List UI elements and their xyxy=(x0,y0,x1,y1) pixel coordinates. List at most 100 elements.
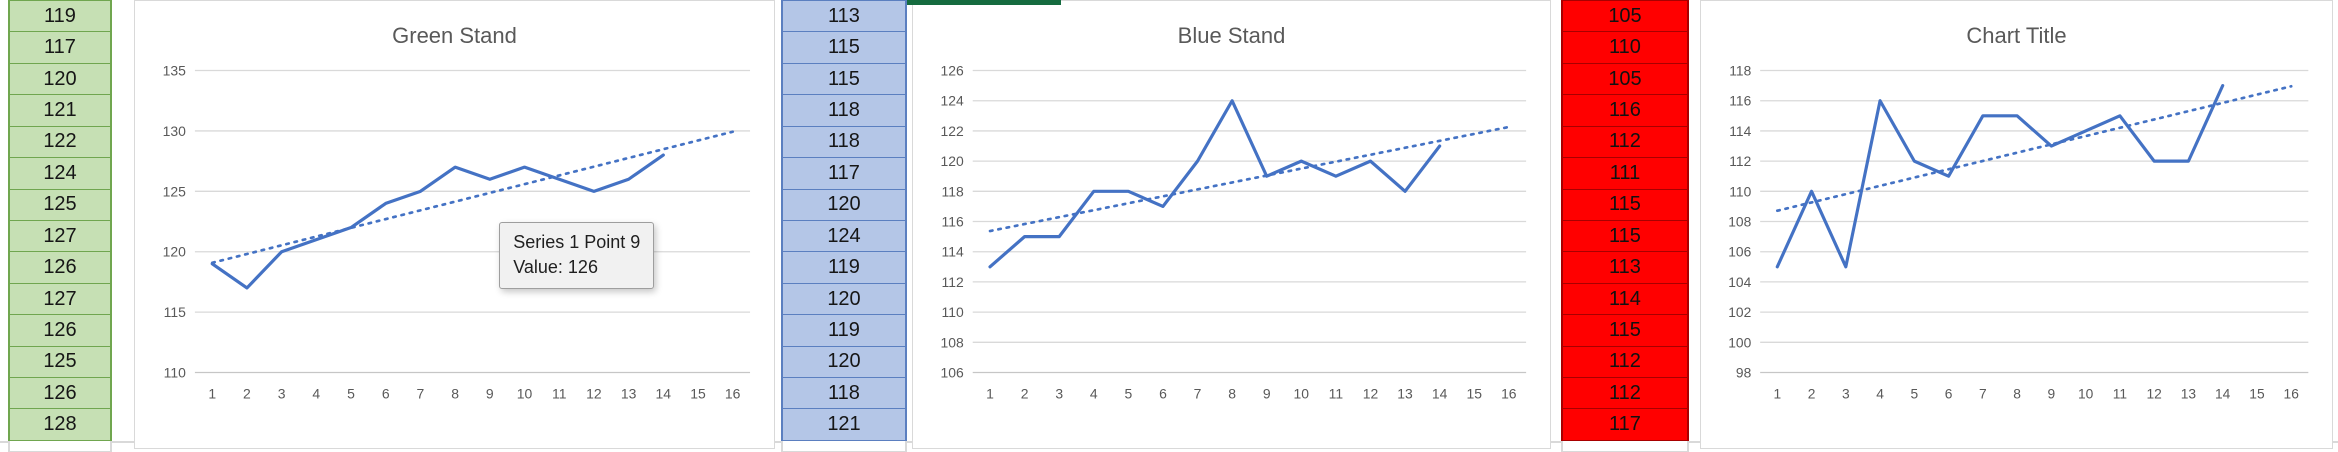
svg-text:1: 1 xyxy=(208,385,216,401)
svg-text:4: 4 xyxy=(1090,385,1098,401)
svg-text:6: 6 xyxy=(1945,385,1953,401)
spreadsheet-cell[interactable]: 125 xyxy=(8,346,112,379)
svg-text:7: 7 xyxy=(1194,385,1202,401)
svg-text:126: 126 xyxy=(941,63,964,79)
spreadsheet-cell[interactable]: 105 xyxy=(1561,63,1689,96)
spreadsheet-cell[interactable]: 116 xyxy=(1561,95,1689,127)
spreadsheet-cell[interactable]: 115 xyxy=(1561,220,1689,253)
spreadsheet-cell[interactable]: 127 xyxy=(8,283,112,316)
svg-text:1: 1 xyxy=(986,385,994,401)
chart-green-stand[interactable]: Green Stand 110 115 120 125 130 135 1 2 3 4 5 6 7 8 9 1… xyxy=(134,0,775,449)
svg-text:9: 9 xyxy=(486,385,494,401)
svg-text:2: 2 xyxy=(1808,385,1816,401)
svg-text:7: 7 xyxy=(1979,385,1987,401)
chart-tooltip: Series 1 Point 9 Value: 126 xyxy=(499,222,655,289)
spreadsheet-cell-empty[interactable] xyxy=(781,440,907,452)
svg-text:10: 10 xyxy=(2078,385,2094,401)
svg-text:13: 13 xyxy=(621,385,637,401)
spreadsheet-cell[interactable]: 114 xyxy=(1561,283,1689,316)
svg-text:7: 7 xyxy=(417,385,425,401)
svg-text:11: 11 xyxy=(552,385,567,401)
spreadsheet-cell[interactable]: 117 xyxy=(8,32,112,64)
svg-text:108: 108 xyxy=(1728,213,1751,229)
spreadsheet-cell[interactable]: 126 xyxy=(8,378,112,410)
spreadsheet-cell[interactable]: 112 xyxy=(1561,346,1689,379)
spreadsheet-cell[interactable]: 110 xyxy=(1561,32,1689,64)
svg-text:135: 135 xyxy=(163,63,187,79)
svg-text:14: 14 xyxy=(656,385,672,401)
spreadsheet-cell[interactable]: 124 xyxy=(8,158,112,190)
svg-text:16: 16 xyxy=(725,385,741,401)
spreadsheet-cell[interactable]: 122 xyxy=(8,126,112,159)
spreadsheet-cell[interactable]: 117 xyxy=(781,158,907,190)
spreadsheet-cell[interactable]: 112 xyxy=(1561,378,1689,410)
spreadsheet-cell[interactable]: 118 xyxy=(781,95,907,127)
svg-text:114: 114 xyxy=(1729,123,1751,139)
spreadsheet-cell[interactable]: 120 xyxy=(781,346,907,379)
svg-text:8: 8 xyxy=(451,385,459,401)
selection-accent-strip xyxy=(907,0,1061,5)
spreadsheet-cell[interactable]: 119 xyxy=(781,315,907,347)
spreadsheet-cell[interactable]: 105 xyxy=(1561,0,1689,33)
svg-text:122: 122 xyxy=(941,123,964,139)
svg-text:11: 11 xyxy=(2113,385,2128,401)
spreadsheet-cell[interactable]: 126 xyxy=(8,252,112,284)
svg-text:8: 8 xyxy=(2013,385,2021,401)
svg-text:120: 120 xyxy=(163,244,187,260)
spreadsheet-cell[interactable]: 115 xyxy=(781,32,907,64)
svg-text:110: 110 xyxy=(942,304,964,320)
svg-text:116: 116 xyxy=(942,213,964,229)
spreadsheet-cell[interactable]: 112 xyxy=(1561,126,1689,159)
svg-text:16: 16 xyxy=(2284,385,2300,401)
spreadsheet-cell[interactable]: 120 xyxy=(8,63,112,96)
svg-text:5: 5 xyxy=(1124,385,1132,401)
spreadsheet-cell[interactable]: 128 xyxy=(8,409,112,441)
svg-text:4: 4 xyxy=(1876,385,1884,401)
spreadsheet-cell[interactable]: 113 xyxy=(1561,252,1689,284)
spreadsheet-cell[interactable]: 118 xyxy=(781,378,907,410)
tooltip-series-label: Series 1 Point 9 xyxy=(513,232,641,253)
spreadsheet-cell[interactable]: 120 xyxy=(781,189,907,221)
spreadsheet-cell[interactable]: 117 xyxy=(1561,409,1689,441)
spreadsheet-cell[interactable]: 127 xyxy=(8,220,112,253)
svg-text:15: 15 xyxy=(1466,385,1482,401)
svg-text:3: 3 xyxy=(1842,385,1850,401)
spreadsheet-cell[interactable]: 121 xyxy=(8,95,112,127)
chart-title-chart[interactable]: Chart Title 98 100 102 104 106 108 110 112 114 11… xyxy=(1700,0,2333,449)
chart-title: Chart Title xyxy=(1966,23,2067,48)
svg-text:3: 3 xyxy=(278,385,286,401)
spreadsheet-cell-empty[interactable] xyxy=(1561,440,1689,452)
svg-text:3: 3 xyxy=(1055,385,1063,401)
svg-text:130: 130 xyxy=(163,123,187,139)
svg-text:118: 118 xyxy=(1729,62,1751,78)
spreadsheet-cell[interactable]: 111 xyxy=(1561,158,1689,190)
spreadsheet-cell[interactable]: 124 xyxy=(781,220,907,253)
spreadsheet-cell[interactable]: 115 xyxy=(1561,315,1689,347)
svg-text:15: 15 xyxy=(690,385,706,401)
green-data-column: 119 117 120 121 122 124 125 127 126 127 126 125 126 1… xyxy=(8,0,112,452)
svg-text:112: 112 xyxy=(1729,153,1751,169)
svg-text:6: 6 xyxy=(1159,385,1167,401)
spreadsheet-cell[interactable]: 125 xyxy=(8,189,112,221)
spreadsheet-cell[interactable]: 115 xyxy=(781,63,907,96)
svg-text:112: 112 xyxy=(942,274,964,290)
spreadsheet-cell[interactable]: 121 xyxy=(781,409,907,441)
spreadsheet-cell[interactable]: 119 xyxy=(8,0,112,33)
chart-blue-stand[interactable]: Blue Stand 106 108 110 112 114 116 118 120 122 12… xyxy=(912,0,1551,449)
spreadsheet-cell[interactable]: 115 xyxy=(1561,189,1689,221)
svg-text:125: 125 xyxy=(163,183,187,199)
spreadsheet-cell-empty[interactable] xyxy=(8,440,112,452)
svg-text:102: 102 xyxy=(1728,304,1751,320)
spreadsheet-cell[interactable]: 118 xyxy=(781,126,907,159)
svg-text:11: 11 xyxy=(1329,385,1344,401)
svg-text:8: 8 xyxy=(1228,385,1236,401)
spreadsheet-cell[interactable]: 126 xyxy=(8,315,112,347)
svg-text:1: 1 xyxy=(1773,385,1781,401)
spreadsheet-cell[interactable]: 119 xyxy=(781,252,907,284)
spreadsheet-cell[interactable]: 120 xyxy=(781,283,907,316)
spreadsheet-cell[interactable]: 113 xyxy=(781,0,907,33)
svg-text:5: 5 xyxy=(1910,385,1918,401)
